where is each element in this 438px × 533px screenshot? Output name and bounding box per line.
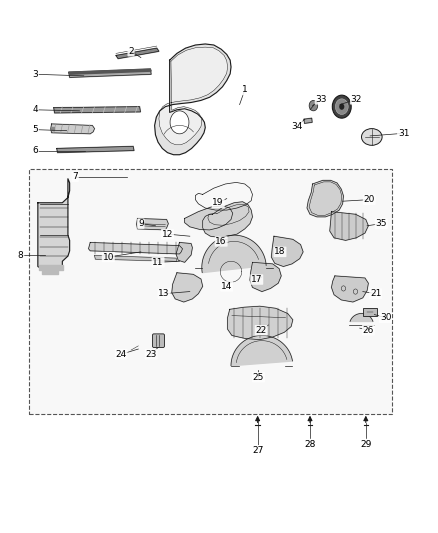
- Polygon shape: [54, 107, 141, 113]
- Polygon shape: [231, 335, 293, 366]
- Polygon shape: [304, 118, 312, 123]
- Polygon shape: [307, 180, 343, 217]
- Polygon shape: [228, 306, 293, 340]
- Polygon shape: [332, 276, 368, 302]
- Text: 18: 18: [274, 247, 286, 256]
- Text: 3: 3: [32, 70, 38, 79]
- Text: 22: 22: [255, 326, 267, 335]
- Polygon shape: [155, 44, 231, 155]
- Text: 5: 5: [32, 125, 38, 134]
- Polygon shape: [185, 206, 233, 230]
- Text: 9: 9: [138, 219, 144, 228]
- Polygon shape: [69, 69, 151, 77]
- Text: 24: 24: [116, 350, 127, 359]
- Polygon shape: [88, 243, 183, 254]
- Text: 20: 20: [364, 195, 375, 204]
- Ellipse shape: [361, 128, 382, 146]
- Text: 27: 27: [252, 446, 263, 455]
- Text: 28: 28: [304, 440, 316, 449]
- Text: 27: 27: [252, 446, 263, 455]
- Polygon shape: [172, 273, 203, 302]
- Text: 30: 30: [380, 313, 391, 322]
- Text: 8: 8: [18, 251, 24, 260]
- Polygon shape: [39, 265, 63, 270]
- Text: 26: 26: [363, 326, 374, 335]
- Text: 7: 7: [72, 172, 78, 181]
- Polygon shape: [51, 126, 54, 130]
- Bar: [363, 308, 377, 316]
- Polygon shape: [69, 69, 151, 74]
- Text: 31: 31: [398, 129, 410, 138]
- Text: 32: 32: [351, 95, 362, 104]
- Circle shape: [332, 95, 351, 118]
- Text: 2: 2: [128, 47, 134, 56]
- Text: 14: 14: [221, 282, 233, 291]
- Polygon shape: [203, 201, 252, 237]
- Polygon shape: [95, 255, 177, 261]
- Text: 23: 23: [145, 350, 157, 359]
- Polygon shape: [38, 179, 70, 271]
- Polygon shape: [176, 243, 192, 262]
- Polygon shape: [137, 219, 168, 230]
- Polygon shape: [272, 236, 303, 266]
- Text: 10: 10: [102, 253, 114, 262]
- FancyBboxPatch shape: [152, 334, 165, 348]
- Text: 29: 29: [360, 440, 371, 449]
- Circle shape: [309, 100, 318, 111]
- Text: 35: 35: [375, 219, 387, 228]
- Circle shape: [336, 99, 348, 115]
- Text: 1: 1: [242, 85, 247, 94]
- Text: 6: 6: [32, 146, 38, 155]
- Text: 29: 29: [360, 440, 371, 449]
- Text: 33: 33: [315, 95, 327, 104]
- Polygon shape: [350, 313, 373, 321]
- Polygon shape: [116, 48, 159, 59]
- Bar: [29, 169, 392, 414]
- Polygon shape: [250, 262, 281, 292]
- Circle shape: [339, 103, 344, 110]
- Text: 13: 13: [158, 289, 170, 298]
- Polygon shape: [159, 47, 228, 145]
- Polygon shape: [330, 212, 368, 240]
- Text: 11: 11: [152, 258, 164, 267]
- Text: 34: 34: [291, 122, 303, 131]
- Text: 12: 12: [162, 230, 173, 239]
- Text: 16: 16: [215, 237, 227, 246]
- Text: 21: 21: [370, 289, 381, 298]
- Polygon shape: [57, 147, 134, 152]
- Polygon shape: [51, 124, 95, 134]
- Text: 25: 25: [253, 373, 264, 382]
- Text: 17: 17: [251, 275, 262, 284]
- Circle shape: [170, 111, 189, 134]
- Text: 28: 28: [304, 440, 316, 449]
- Text: 4: 4: [32, 106, 38, 114]
- Polygon shape: [202, 235, 266, 272]
- Text: 19: 19: [212, 198, 224, 207]
- Polygon shape: [42, 269, 58, 274]
